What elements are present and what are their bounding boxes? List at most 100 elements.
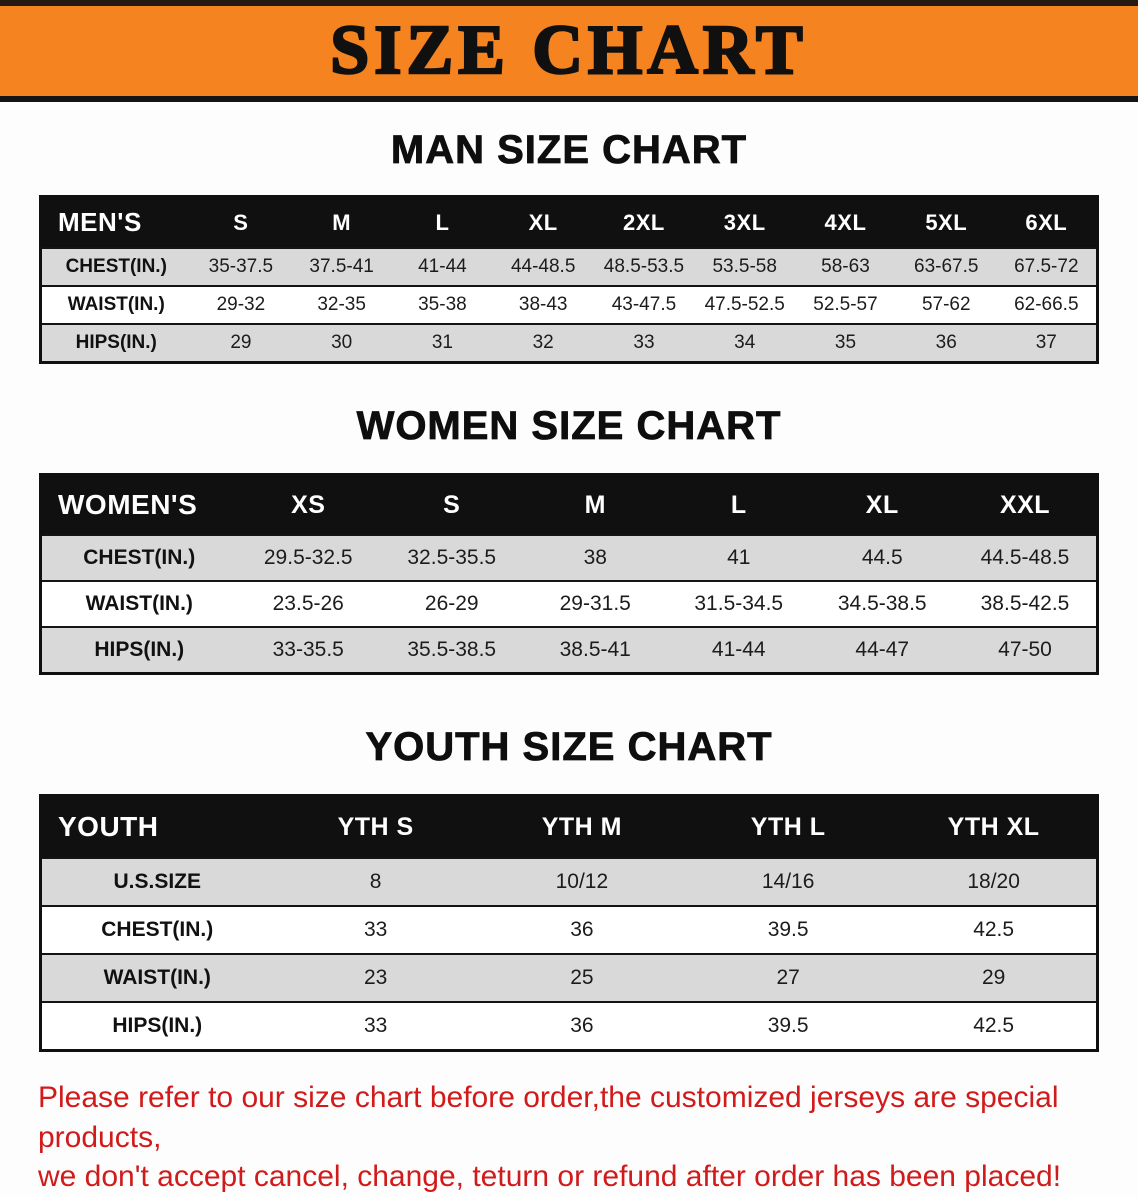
size-cell: 67.5-72 [1014, 256, 1079, 277]
note-line-1: Please refer to our size chart before or… [38, 1081, 1059, 1154]
size-cell: 32-35 [317, 294, 366, 315]
size-cell: 35.5-38.5 [407, 638, 497, 661]
size-cell: 35-37.5 [208, 256, 274, 277]
size-cell: 29 [230, 332, 252, 353]
women-size-table: WOMEN'S XS S M L XL XXL CHEST(IN.) 29.5-… [39, 473, 1099, 675]
row-label: WAIST(IN.) [67, 294, 165, 315]
men-size-header: L [392, 196, 493, 248]
size-cell: 32 [532, 332, 554, 353]
women-waist-row: WAIST(IN.) 23.5-26 26-29 29-31.5 31.5-34… [40, 581, 1098, 627]
size-cell: 27 [776, 966, 800, 989]
women-size-header: XL [810, 474, 954, 535]
size-cell: 14/16 [761, 870, 815, 893]
men-size-header: S [190, 196, 292, 248]
order-note: Please refer to our size chart before or… [38, 1078, 1112, 1197]
size-cell: 63-67.5 [914, 256, 979, 277]
size-cell: 41-44 [711, 638, 766, 661]
size-cell: 38-43 [518, 294, 568, 315]
size-cell: 39.5 [767, 918, 809, 941]
size-cell: 37.5-41 [309, 256, 374, 277]
row-label: U.S.SIZE [113, 870, 202, 893]
size-cell: 32.5-35.5 [407, 546, 497, 569]
youth-waist-row: WAIST(IN.) 23 25 27 29 [40, 954, 1098, 1002]
women-section-title: WOMEN SIZE CHART [356, 404, 782, 449]
youth-size-header: YTH XL [891, 795, 1098, 858]
men-size-header: 4XL [795, 196, 896, 248]
men-size-table: MEN'S S M L XL 2XL 3XL 4XL 5XL 6XL CHEST… [39, 195, 1099, 364]
women-size-header: S [380, 474, 524, 535]
size-cell: 42.5 [973, 918, 1015, 941]
row-label: CHEST(IN.) [101, 918, 214, 941]
men-chest-row: CHEST(IN.) 35-37.5 37.5-41 41-44 44-48.5… [40, 248, 1098, 286]
men-hips-row: HIPS(IN.) 29 30 31 32 33 34 35 36 37 [40, 324, 1098, 363]
men-table-title: MEN'S [40, 196, 191, 248]
size-cell: 58-63 [821, 256, 870, 277]
women-table-title: WOMEN'S [40, 474, 237, 535]
size-cell: 41-44 [418, 256, 467, 277]
size-cell: 23.5-26 [272, 592, 344, 615]
size-cell: 36 [570, 1014, 594, 1037]
size-cell: 30 [331, 332, 353, 353]
size-cell: 33 [633, 332, 655, 353]
youth-hips-row: HIPS(IN.) 33 36 39.5 42.5 [40, 1002, 1098, 1051]
men-waist-row: WAIST(IN.) 29-32 32-35 35-38 38-43 43-47… [40, 286, 1098, 324]
row-label: CHEST(IN.) [65, 256, 167, 277]
men-size-header: 6XL [996, 196, 1098, 248]
youth-table-title: YOUTH [40, 795, 273, 858]
size-cell: 41 [727, 546, 751, 569]
row-label: WAIST(IN.) [103, 966, 211, 989]
men-size-header: 3XL [694, 196, 796, 248]
women-chest-row: CHEST(IN.) 29.5-32.5 32.5-35.5 38 41 44.… [40, 535, 1098, 581]
size-cell: 34 [734, 332, 756, 353]
size-cell: 29 [981, 966, 1006, 989]
size-chart-banner: SIZE CHART [0, 0, 1138, 102]
size-cell: 48.5-53.5 [603, 256, 685, 277]
size-cell: 43-47.5 [611, 294, 677, 315]
size-cell: 44.5 [861, 546, 903, 569]
size-cell: 37 [1035, 332, 1057, 353]
women-size-header: L [667, 474, 811, 535]
men-size-header: M [291, 196, 393, 248]
size-cell: 52.5-57 [813, 294, 878, 315]
size-cell: 34.5-38.5 [837, 592, 927, 615]
men-header-row: MEN'S S M L XL 2XL 3XL 4XL 5XL 6XL [40, 196, 1098, 248]
size-cell: 18/20 [967, 870, 1020, 893]
note-line-2: we don't accept cancel, change, teturn o… [38, 1160, 1062, 1194]
youth-section-title: YOUTH SIZE CHART [365, 725, 773, 770]
size-cell: 53.5-58 [712, 256, 777, 277]
youth-chest-row: CHEST(IN.) 33 36 39.5 42.5 [40, 906, 1098, 954]
size-cell: 44-47 [855, 638, 910, 661]
size-cell: 8 [369, 870, 382, 893]
size-cell: 31 [431, 332, 453, 353]
men-size-header: XL [492, 196, 594, 248]
size-cell: 29-31.5 [559, 592, 631, 615]
size-cell: 39.5 [767, 1014, 809, 1037]
size-cell: 31.5-34.5 [694, 592, 784, 615]
size-cell: 23 [363, 966, 388, 989]
size-cell: 36 [570, 918, 594, 941]
row-label: HIPS(IN.) [94, 638, 185, 661]
size-cell: 26-29 [424, 592, 479, 615]
row-label: CHEST(IN.) [83, 546, 196, 569]
size-cell: 10/12 [555, 870, 609, 893]
size-cell: 33 [363, 918, 388, 941]
size-cell: 44-48.5 [510, 256, 576, 277]
size-cell: 33 [363, 1014, 388, 1037]
size-cell: 35-38 [418, 294, 467, 315]
size-cell: 57-62 [921, 294, 971, 315]
size-cell: 29-32 [216, 294, 266, 315]
women-size-header: XXL [954, 474, 1098, 535]
youth-size-header: YTH S [272, 795, 479, 858]
size-cell: 29.5-32.5 [263, 546, 353, 569]
size-cell: 38.5-41 [559, 638, 631, 661]
youth-size-header: YTH L [685, 795, 892, 858]
row-label: WAIST(IN.) [85, 592, 193, 615]
size-cell: 47-50 [998, 638, 1052, 661]
row-label: HIPS(IN.) [75, 332, 157, 353]
youth-header-row: YOUTH YTH S YTH M YTH L YTH XL [40, 795, 1098, 858]
page-title: SIZE CHART [329, 12, 808, 89]
youth-size-header: YTH M [478, 795, 685, 858]
size-cell: 42.5 [973, 1014, 1015, 1037]
youth-ussize-row: U.S.SIZE 8 10/12 14/16 18/20 [40, 858, 1098, 906]
row-label: HIPS(IN.) [112, 1014, 203, 1037]
